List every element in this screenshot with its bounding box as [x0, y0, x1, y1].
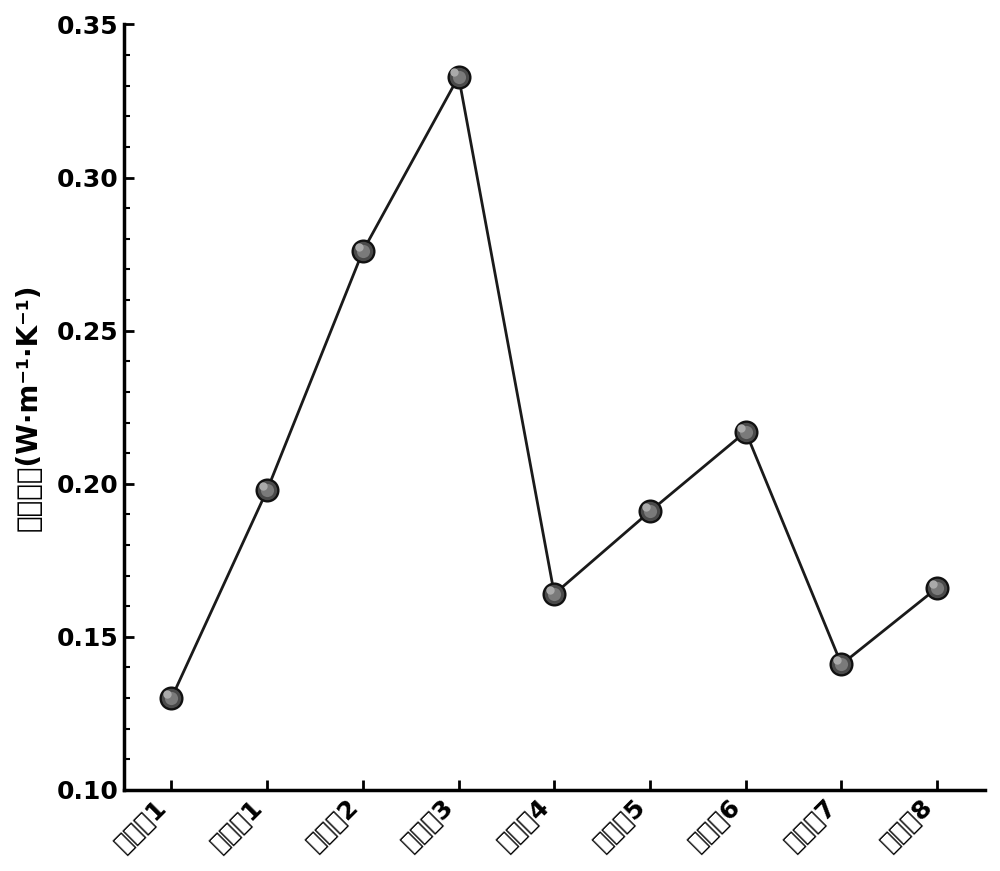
- Point: [355, 244, 371, 258]
- Point: [733, 421, 749, 435]
- Point: [738, 425, 754, 439]
- Point: [542, 583, 558, 597]
- Point: [925, 577, 941, 591]
- Point: [259, 483, 275, 496]
- Point: [638, 500, 654, 514]
- Point: [159, 687, 175, 701]
- Point: [355, 244, 371, 258]
- Point: [929, 581, 945, 595]
- Point: [833, 658, 849, 672]
- Point: [451, 70, 467, 84]
- Point: [829, 653, 845, 667]
- Point: [451, 70, 467, 84]
- Point: [929, 581, 945, 595]
- Point: [546, 587, 562, 601]
- Point: [163, 692, 179, 706]
- Point: [259, 483, 275, 496]
- Point: [642, 504, 658, 518]
- Point: [163, 692, 179, 706]
- Point: [833, 658, 849, 672]
- Point: [163, 692, 179, 706]
- Point: [929, 581, 945, 595]
- Point: [642, 504, 658, 518]
- Point: [738, 425, 754, 439]
- Point: [546, 587, 562, 601]
- Point: [351, 240, 367, 254]
- Point: [833, 658, 849, 672]
- Point: [259, 483, 275, 496]
- Y-axis label: 导热系数(W·m⁻¹·K⁻¹): 导热系数(W·m⁻¹·K⁻¹): [15, 283, 43, 531]
- Point: [738, 425, 754, 439]
- Point: [446, 65, 462, 79]
- Point: [642, 504, 658, 518]
- Point: [355, 244, 371, 258]
- Point: [451, 70, 467, 84]
- Point: [546, 587, 562, 601]
- Point: [255, 479, 271, 493]
